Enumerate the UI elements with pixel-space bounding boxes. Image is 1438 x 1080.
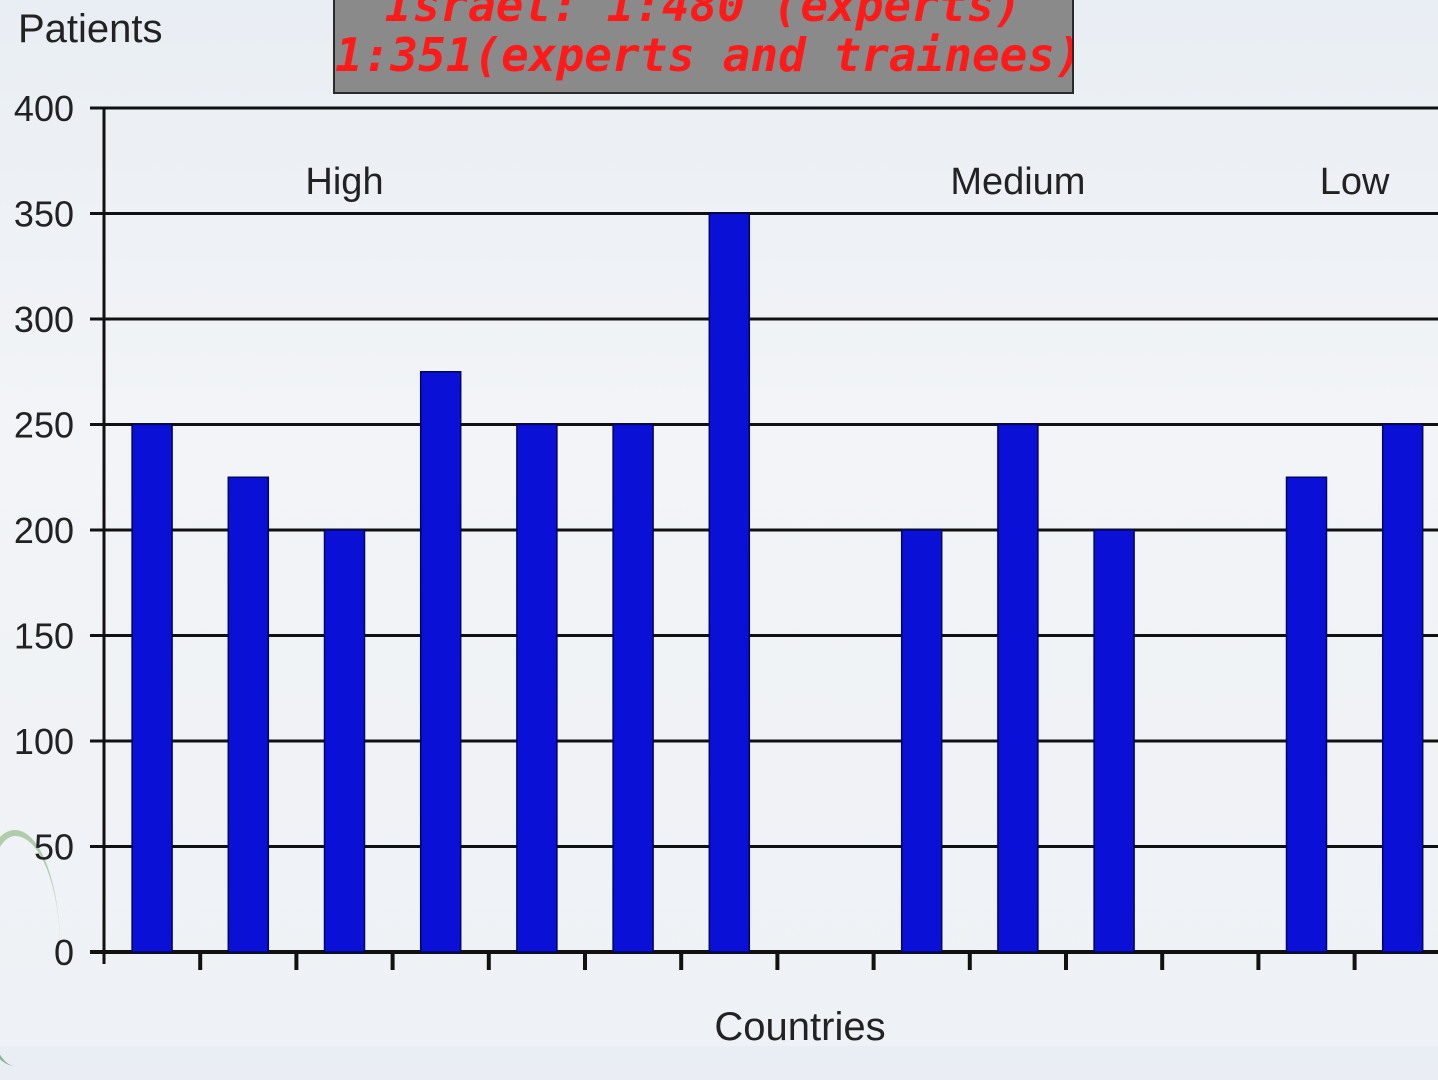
- bar-medium-1: [900, 529, 943, 953]
- bar-high-3: [323, 529, 366, 953]
- x-axis-title: Countries: [714, 1005, 885, 1046]
- bar-high-7: [708, 212, 751, 953]
- chart-stage: 0 50 100 150 200 250 300 350 400 High Medium Low Pat…: [0, 0, 1438, 1046]
- labels: 0 50 100 150 200 250 300 350 400 High Medium Low Pat…: [14, 7, 1390, 1046]
- group-label-medium: Medium: [950, 161, 1085, 203]
- annotation-line-2: 1:351(experts and trainees): [335, 28, 1074, 82]
- bar-low-1: [1285, 476, 1328, 953]
- axes: [102, 108, 1357, 970]
- annotation-box: Israel: 1:480 (experts) 1:351(experts an…: [333, 0, 1074, 94]
- y-tick-label: 150: [14, 616, 74, 657]
- bar-medium-3: [1093, 529, 1135, 953]
- y-tick-label: 0: [54, 932, 74, 973]
- y-tick-label: 100: [14, 721, 74, 762]
- y-tick-label: 300: [14, 299, 74, 340]
- gridlines: [90, 106, 1438, 954]
- y-tick-label: 200: [14, 510, 74, 551]
- bars: [131, 212, 1424, 953]
- annotation-line-1: Israel: 1:480 (experts): [385, 0, 1022, 32]
- bar-high-5: [516, 423, 558, 953]
- y-tick-label: 400: [14, 88, 74, 129]
- bar-medium-2: [997, 423, 1039, 953]
- group-label-high: High: [305, 161, 383, 203]
- bar-chart: 0 50 100 150 200 250 300 350 400 High Medium Low Pat…: [14, 7, 1438, 1046]
- y-tick-label: 250: [14, 405, 74, 446]
- group-label-low: Low: [1320, 161, 1390, 203]
- bar-high-2: [227, 476, 270, 953]
- bar-high-1: [131, 423, 173, 953]
- bar-high-6: [612, 423, 654, 953]
- y-axis-title: Patients: [18, 7, 163, 51]
- y-tick-label: 350: [14, 194, 74, 235]
- y-tick-label: 50: [34, 827, 74, 868]
- bar-low-2: [1381, 423, 1424, 953]
- bar-high-4: [419, 371, 462, 953]
